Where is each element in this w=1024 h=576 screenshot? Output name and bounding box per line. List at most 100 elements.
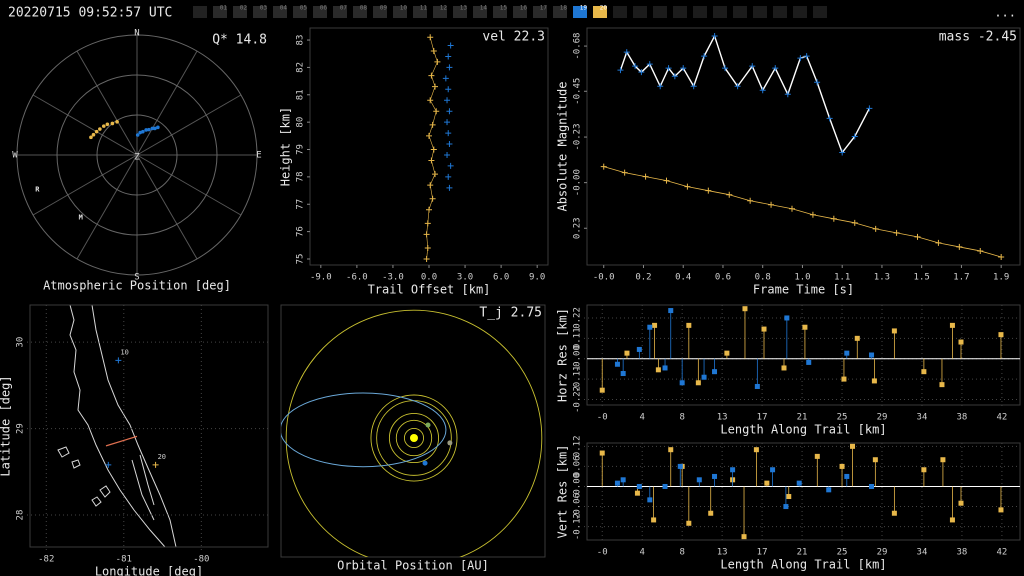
magnitude-point — [826, 115, 833, 122]
camera-label[interactable]: 03 — [260, 5, 268, 12]
residual-marker — [742, 306, 748, 312]
residual-marker — [949, 517, 955, 523]
camera-label[interactable]: 09 — [380, 5, 388, 12]
magnitude-point — [671, 73, 678, 80]
camera-label[interactable]: 16 — [520, 5, 528, 12]
residual-marker — [712, 473, 718, 479]
y-tick-label: 0.06 — [573, 456, 583, 478]
residual-marker — [741, 534, 747, 540]
camera-toggle[interactable] — [573, 6, 587, 18]
camera-label[interactable]: 11 — [420, 5, 428, 12]
x-tick-label: 17 — [757, 548, 768, 558]
trail-point — [444, 119, 451, 126]
residual-marker — [958, 339, 964, 345]
camera-label[interactable]: 13 — [460, 5, 468, 12]
camera-label[interactable]: 01 — [220, 5, 228, 12]
camera-label[interactable]: 10 — [400, 5, 408, 12]
magnitude-point — [747, 197, 754, 204]
plot-frame — [280, 304, 546, 558]
magnitude-point — [830, 215, 837, 222]
camera-label[interactable]: 06 — [320, 5, 328, 12]
camera-toggle[interactable] — [273, 6, 287, 18]
camera-toggle[interactable] — [433, 6, 447, 18]
trail-point — [434, 58, 441, 65]
camera-toggle[interactable] — [413, 6, 427, 18]
camera-toggle[interactable] — [293, 6, 307, 18]
residual-marker — [686, 520, 692, 526]
compass-label: S — [134, 273, 139, 283]
camera-toggle[interactable] — [353, 6, 367, 18]
station-marker — [152, 461, 159, 468]
camera-toggle[interactable] — [593, 6, 607, 18]
magnitude-point — [784, 91, 791, 98]
trail-point — [446, 64, 453, 71]
trail-point — [429, 195, 436, 202]
trail-point — [442, 75, 449, 82]
y-tick-label: 76 — [296, 226, 306, 237]
camera-toggle[interactable] — [393, 6, 407, 18]
camera-toggle[interactable] — [453, 6, 467, 18]
x-tick-label: -80 — [193, 555, 209, 565]
camera-label[interactable]: 07 — [340, 5, 348, 12]
x-tick-label: 1.5 — [914, 273, 930, 283]
annotation: mass -2.45 — [939, 30, 1017, 45]
camera-label[interactable]: 02 — [240, 5, 248, 12]
camera-toggle[interactable] — [553, 6, 567, 18]
plot-frame — [586, 27, 1021, 266]
camera-toggle[interactable] — [493, 6, 507, 18]
annotation: Q* 14.8 — [212, 33, 267, 48]
sun — [409, 434, 418, 443]
camera-label[interactable]: 18 — [560, 5, 568, 12]
camera-label[interactable]: 12 — [440, 5, 448, 12]
camera-toggle[interactable] — [513, 6, 527, 18]
x-tick-label: 25 — [837, 413, 848, 423]
planet-orbit — [403, 427, 425, 449]
residual-marker — [998, 507, 1004, 513]
menu-button[interactable]: ... — [994, 6, 1016, 20]
camera-label[interactable]: 04 — [280, 5, 288, 12]
magnitude-point — [657, 83, 664, 90]
plot-frame — [586, 442, 1021, 541]
camera-toggle[interactable] — [473, 6, 487, 18]
residual-marker — [872, 457, 878, 463]
camera-toggle[interactable] — [233, 6, 247, 18]
trail-point — [424, 220, 431, 227]
trail-point — [426, 132, 432, 139]
camera-label[interactable]: 19 — [580, 5, 588, 12]
camera-toggle[interactable] — [333, 6, 347, 18]
timestamp: 20220715 09:52:57 UTC — [8, 6, 172, 21]
camera-label[interactable]: 05 — [300, 5, 308, 12]
camera-label[interactable]: 17 — [540, 5, 548, 12]
planet-orbit — [285, 309, 543, 557]
camera-toggle[interactable] — [313, 6, 327, 18]
planet — [447, 440, 453, 446]
azimuth-spoke — [136, 94, 242, 156]
y-tick-label: -0.00 — [573, 345, 583, 372]
residual-marker — [939, 382, 945, 388]
camera-toggle[interactable] — [373, 6, 387, 18]
camera-slot — [193, 6, 207, 18]
x-tick-label: -81 — [116, 555, 132, 565]
camera-label[interactable]: 15 — [500, 5, 508, 12]
y-axis-title: Vert Res [km] — [556, 445, 570, 539]
trail-point — [153, 126, 157, 131]
y-tick-label: 0.23 — [573, 217, 583, 239]
residual-marker — [620, 477, 626, 483]
camera-label[interactable]: 14 — [480, 5, 488, 12]
magnitude-point — [814, 79, 821, 86]
camera-label[interactable]: 08 — [360, 5, 368, 12]
camera-label[interactable]: 20 — [600, 5, 608, 12]
magnitude-point — [726, 191, 733, 198]
residual-marker — [668, 447, 674, 453]
trail-point — [446, 184, 453, 191]
residual-marker — [701, 374, 707, 380]
residual-marker — [784, 315, 790, 321]
camera-toggle[interactable] — [533, 6, 547, 18]
magnitude-point — [600, 163, 607, 170]
plot-frame — [29, 304, 269, 548]
annotation: T_j 2.75 — [479, 306, 542, 321]
camera-toggle[interactable] — [253, 6, 267, 18]
residual-marker — [620, 371, 626, 377]
camera-toggle[interactable] — [213, 6, 227, 18]
y-axis-title: Latitude [deg] — [0, 375, 13, 476]
